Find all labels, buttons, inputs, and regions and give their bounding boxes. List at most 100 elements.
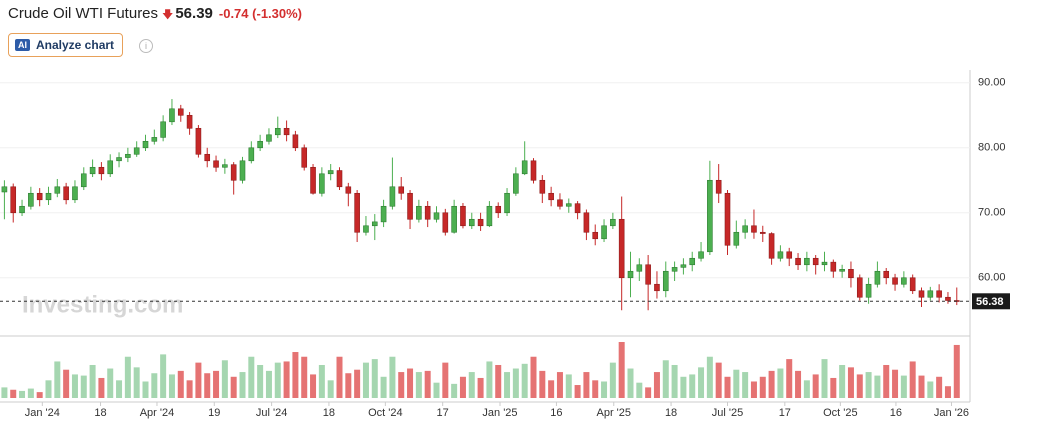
y-tick-label: 80.00 xyxy=(978,142,1006,154)
candle-body xyxy=(468,218,475,227)
x-tick-label: 17 xyxy=(437,407,449,419)
volume-bar xyxy=(27,388,34,398)
watermark: Investing.com xyxy=(22,291,183,318)
candle-body xyxy=(495,205,502,214)
analyze-button[interactable]: AI Analyze chart xyxy=(8,33,124,57)
volume-bar xyxy=(909,361,916,398)
volume-bar xyxy=(883,364,890,398)
volume-bar xyxy=(451,383,458,398)
candle-body xyxy=(733,231,740,246)
volume-bar xyxy=(759,376,766,398)
candle-body xyxy=(610,218,616,227)
candle-body xyxy=(222,164,228,168)
candle-body xyxy=(839,269,845,272)
volume-bar xyxy=(380,376,387,398)
candle-body xyxy=(539,179,546,194)
candle-body xyxy=(804,257,810,266)
candle-body xyxy=(918,290,925,298)
volume-bar xyxy=(874,375,881,398)
volume-bar xyxy=(601,381,608,398)
volume-bar xyxy=(583,372,590,398)
volume-bar xyxy=(698,367,705,398)
candle-body xyxy=(407,192,413,220)
volume-bar xyxy=(89,364,96,398)
volume-bar xyxy=(98,377,105,398)
volume-bar xyxy=(221,360,228,398)
volume-bar xyxy=(786,359,793,398)
candle-body xyxy=(627,270,634,279)
candle-body xyxy=(433,212,440,220)
candle-body xyxy=(513,173,519,194)
volume-bar xyxy=(936,376,943,398)
candle-body xyxy=(301,147,308,168)
candle-body xyxy=(28,192,34,207)
volume-bar xyxy=(292,352,299,398)
price: 56.39 xyxy=(175,5,213,22)
candle-body xyxy=(557,199,563,207)
candle-body xyxy=(662,270,669,292)
volume-bar xyxy=(195,362,202,398)
candle-body xyxy=(565,203,572,207)
x-tick-label: Jul '24 xyxy=(256,407,287,419)
volume-bar xyxy=(362,362,369,398)
volume-bar xyxy=(742,372,749,398)
candle-body xyxy=(715,179,722,194)
volume-bar xyxy=(248,356,255,398)
candle-body xyxy=(848,269,854,279)
candle-body xyxy=(751,225,757,233)
candle-body xyxy=(601,225,607,240)
volume-bar xyxy=(592,380,599,398)
volume-bar xyxy=(574,385,581,398)
candle-body xyxy=(45,192,52,201)
candle-body xyxy=(759,231,766,234)
candle-body xyxy=(724,192,731,246)
info-icon[interactable]: i xyxy=(139,39,153,53)
volume-bar xyxy=(371,359,378,398)
candle-body xyxy=(177,108,184,116)
candle-body xyxy=(169,108,175,123)
last-price-label: 56.38 xyxy=(976,296,1004,308)
candle-body xyxy=(671,267,678,272)
candle-body xyxy=(504,192,510,214)
candle-body xyxy=(107,160,114,175)
x-tick-label: 19 xyxy=(208,407,220,419)
candle-body xyxy=(812,257,819,266)
volume-bar xyxy=(777,368,784,398)
candle-body xyxy=(389,186,396,207)
candle-body xyxy=(901,277,907,285)
candle-body xyxy=(865,283,872,298)
volume-bar xyxy=(336,356,343,398)
volume-bar xyxy=(680,376,687,398)
volume-bar xyxy=(116,380,123,398)
volume-bar xyxy=(927,381,934,398)
change-value: -0.74 xyxy=(218,6,249,21)
candle-body xyxy=(874,270,881,285)
candle-body xyxy=(742,225,748,233)
volume-bar xyxy=(257,364,264,398)
volume-bar xyxy=(830,377,837,398)
volume-bar xyxy=(468,372,475,398)
candle-body xyxy=(354,192,360,233)
candle-body xyxy=(416,205,422,220)
candle-body xyxy=(336,170,343,188)
y-tick-label: 60.00 xyxy=(978,272,1006,284)
candle-body xyxy=(63,186,69,201)
candle-body xyxy=(689,257,696,266)
volume-bar xyxy=(54,361,61,398)
volume-bar xyxy=(689,374,696,398)
candle-body xyxy=(636,264,643,272)
x-tick-label: Jan '24 xyxy=(25,407,60,419)
candle-body xyxy=(133,147,140,155)
volume-bar xyxy=(327,380,334,398)
candle-body xyxy=(398,186,405,194)
candle-body xyxy=(477,218,484,227)
volume-bar xyxy=(618,342,625,398)
candle-body xyxy=(442,212,449,233)
candle-body xyxy=(98,166,105,175)
volume-bar xyxy=(107,368,114,398)
candle-body xyxy=(266,134,272,142)
candle-body xyxy=(892,277,898,285)
volume-bar xyxy=(512,368,519,398)
